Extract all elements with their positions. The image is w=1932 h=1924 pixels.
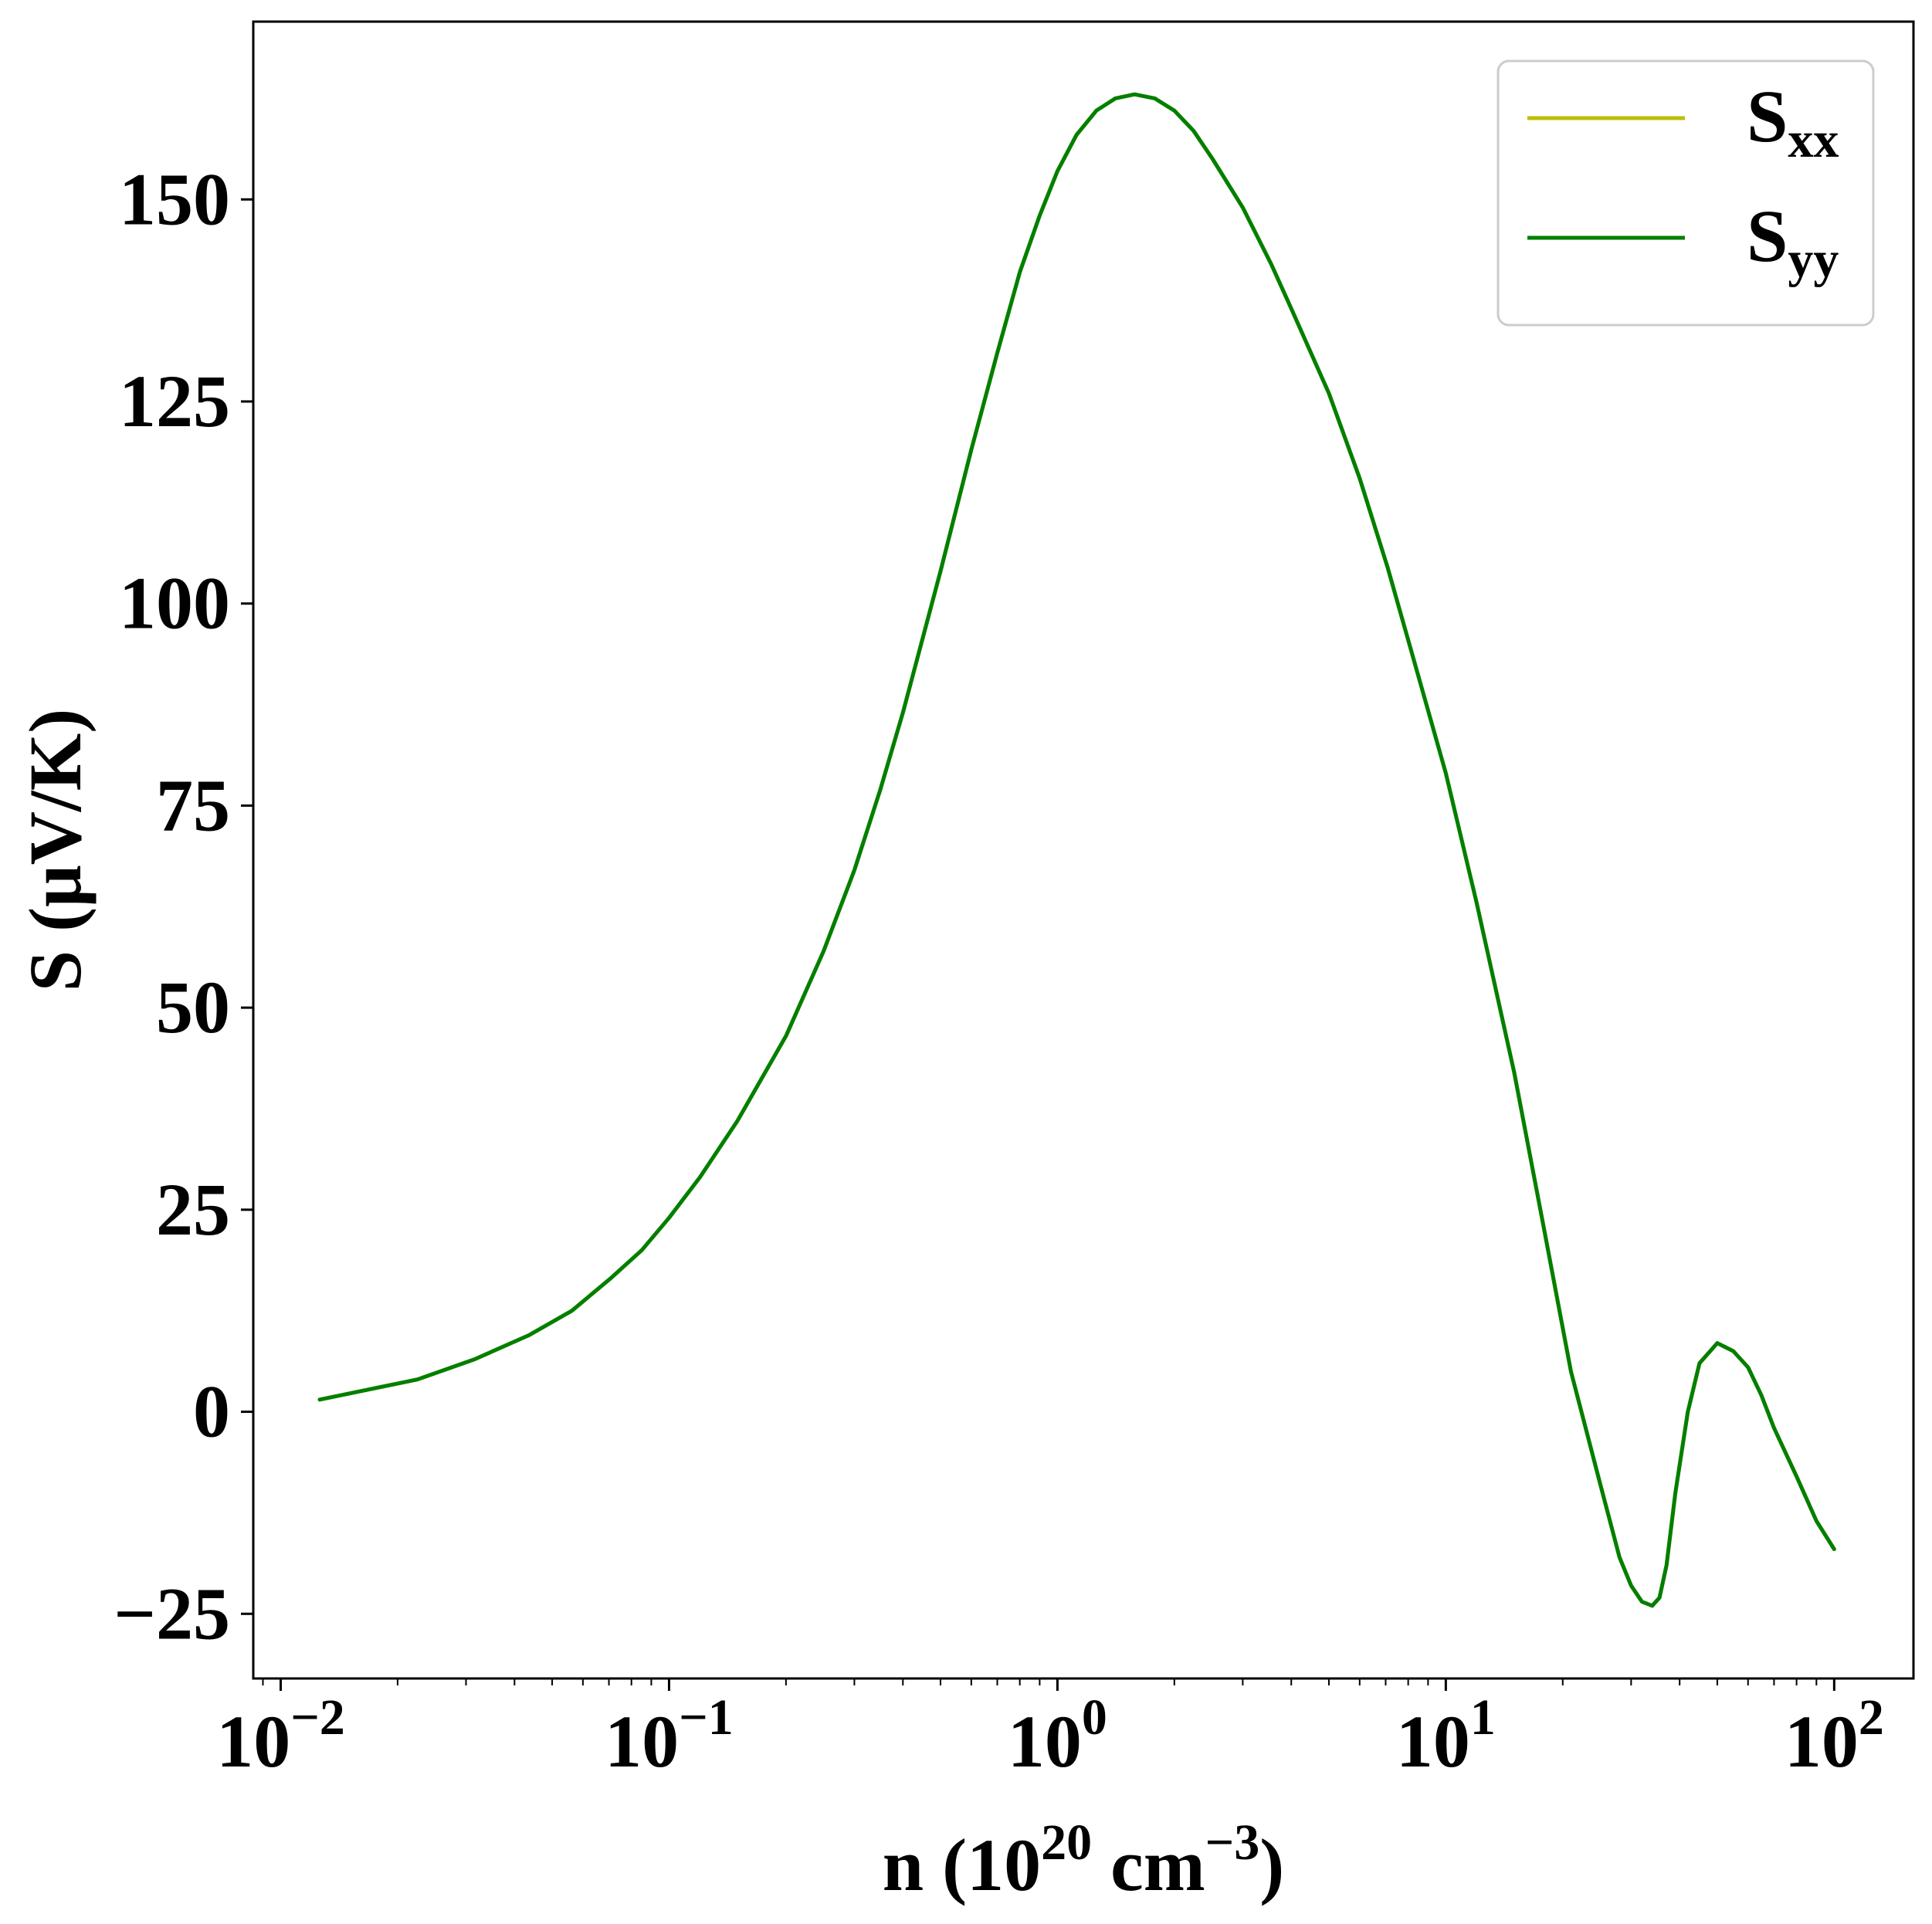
y-tick-label: 100 (119, 562, 230, 645)
legend-label-yy: Syy (1747, 195, 1839, 288)
legend-label-xx: Sxx (1747, 75, 1839, 168)
series-layer (317, 92, 1836, 1608)
plot-frame (252, 20, 1915, 1680)
x-axis-label: n (1020 cm−3) (883, 1814, 1285, 1906)
y-axis-label: S (μV/K) (14, 709, 97, 991)
x-axis: 10−2 10−1 100 101 102 (216, 1678, 1884, 1783)
y-tick-label: 0 (193, 1370, 230, 1453)
y-axis: −25 0 25 50 75 100 125 150 (114, 158, 253, 1655)
x-tick-label: 101 (1396, 1689, 1496, 1783)
x-tick-label: 10−2 (216, 1689, 345, 1783)
series-line-yy (317, 92, 1836, 1608)
y-tick-label: 50 (156, 966, 230, 1048)
x-tick-label: 100 (1008, 1689, 1107, 1783)
y-tick-label: 125 (119, 360, 230, 442)
legend-box (1496, 59, 1875, 327)
y-tick-label: 75 (156, 764, 230, 846)
y-tick-label: 150 (119, 158, 230, 240)
y-tick-label: 25 (156, 1168, 230, 1251)
legend: Sxx Syy (1496, 59, 1875, 327)
x-tick-label: 10−1 (605, 1689, 734, 1783)
x-tick-label: 102 (1785, 1689, 1884, 1783)
y-tick-label: −25 (114, 1572, 230, 1655)
